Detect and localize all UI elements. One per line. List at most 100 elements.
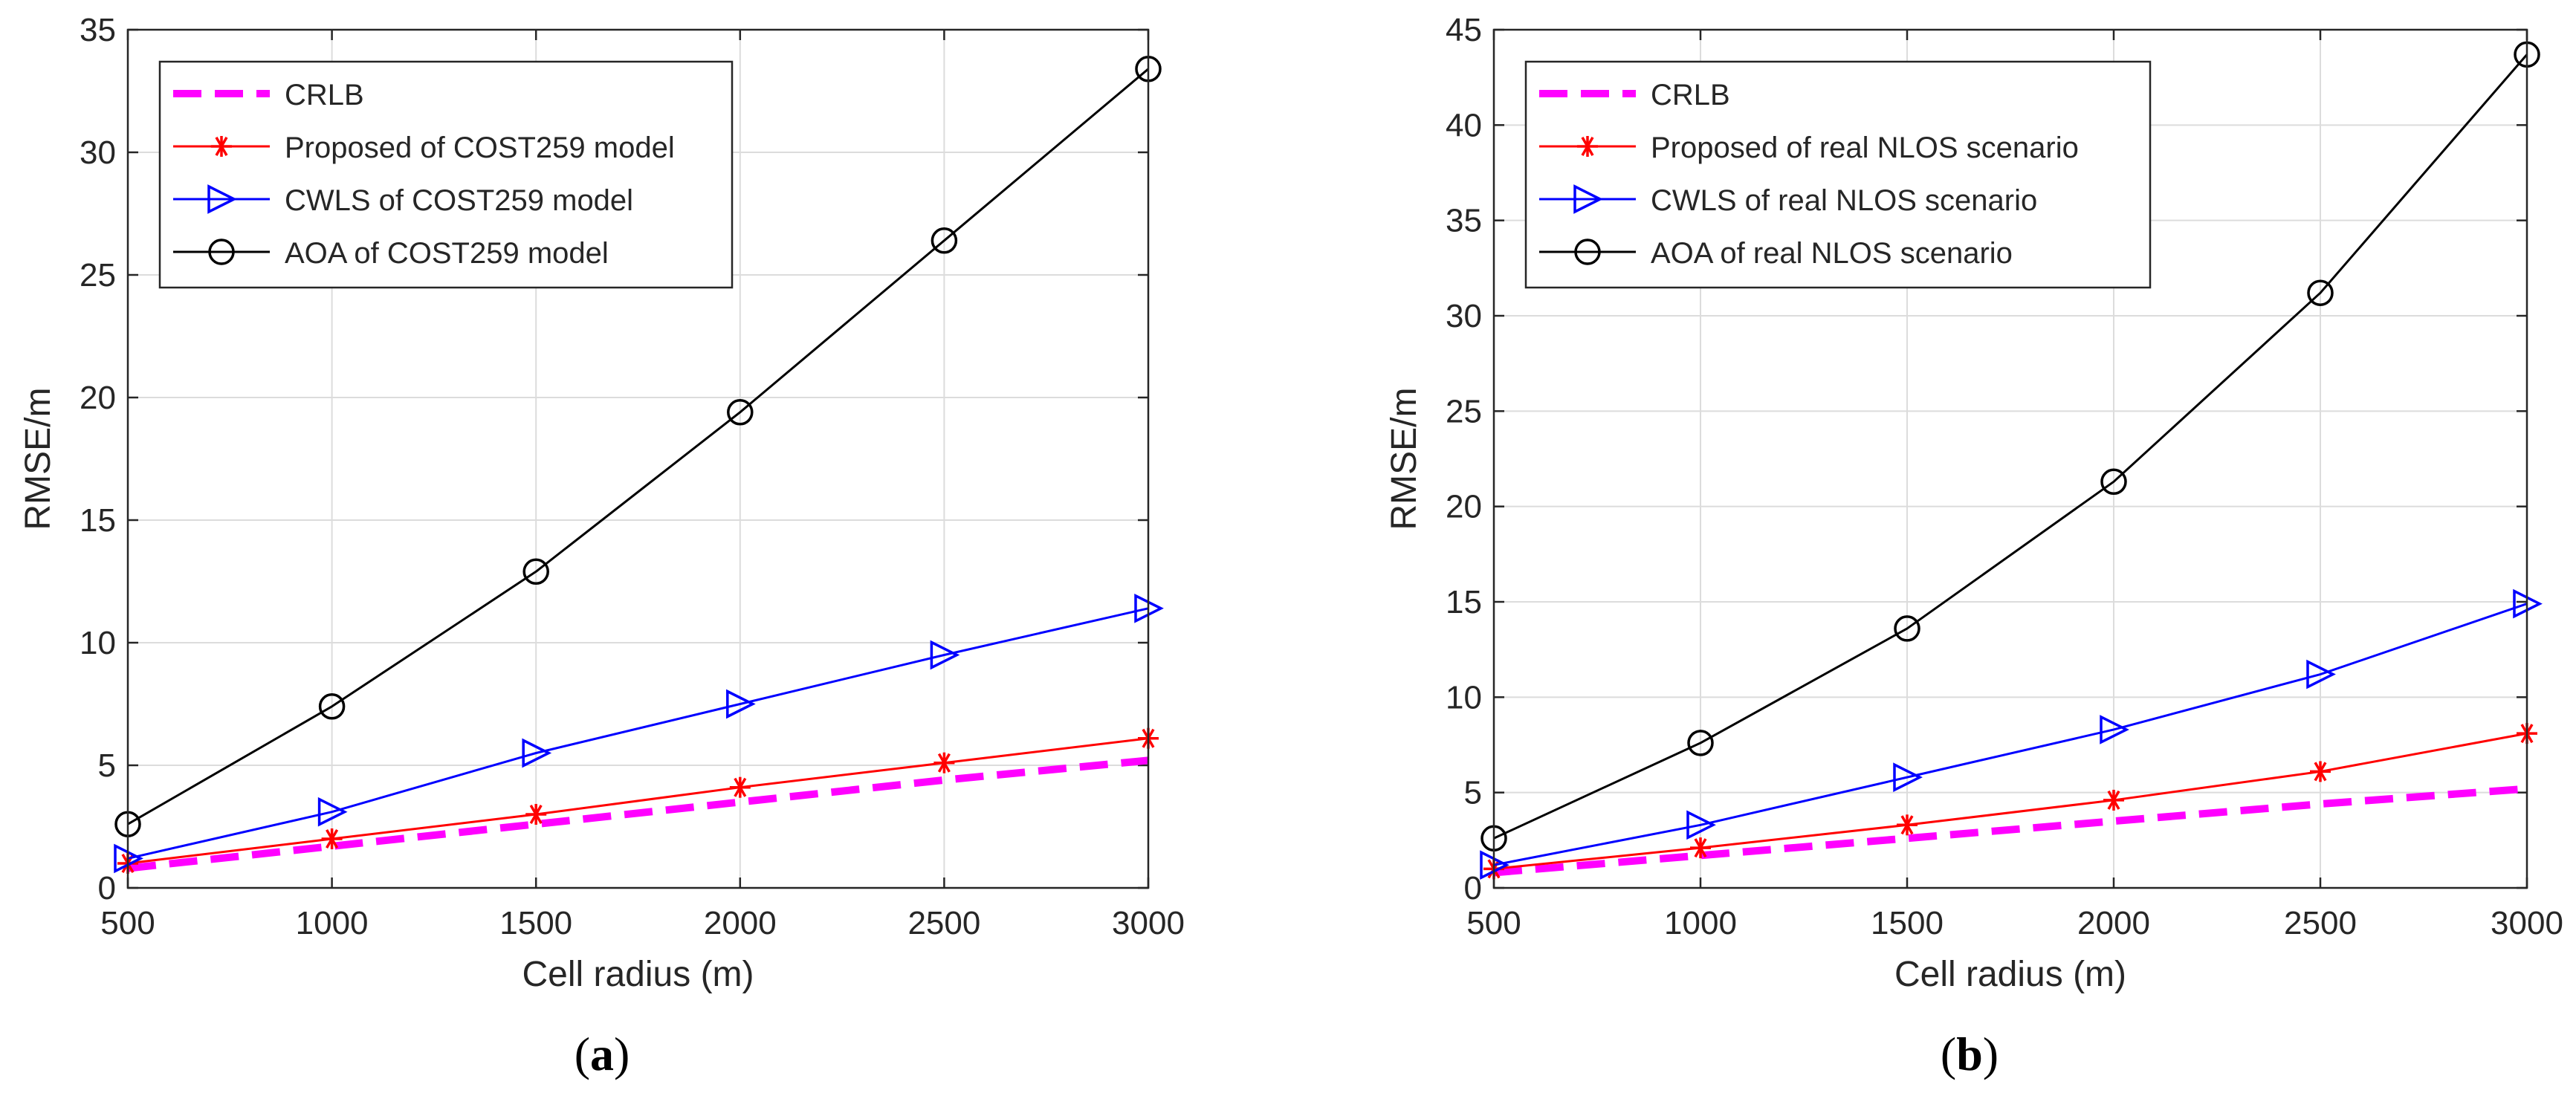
axes-box	[1492, 28, 2528, 889]
legend-label: CWLS of COST259 model	[285, 184, 633, 217]
y-tick-label: 0	[98, 870, 116, 906]
y-tick-label: 15	[80, 502, 116, 539]
legend-marker	[208, 239, 235, 265]
data-point	[1893, 762, 1923, 792]
legend-entry: CRLB	[1539, 79, 1730, 111]
legend-marker	[211, 136, 232, 157]
series-line	[127, 607, 1149, 860]
panel-label: b	[1956, 1028, 1983, 1080]
y-tick-label: 30	[80, 134, 116, 171]
data-point	[1897, 814, 1918, 836]
data-point	[1894, 615, 1920, 642]
series-group	[114, 56, 1164, 874]
legend-box	[158, 60, 734, 289]
legend-entry: AOA of real NLOS scenario	[1539, 237, 2013, 270]
y-tick-label: 25	[1446, 393, 1482, 429]
y-tick-label: 5	[98, 747, 116, 784]
data-point	[2310, 761, 2331, 782]
x-tick-label: 2000	[2077, 905, 2150, 941]
data-point	[729, 776, 751, 798]
y-axis-label: RMSE/m	[1385, 388, 1424, 531]
panel-label: a	[590, 1028, 614, 1080]
series-0	[127, 756, 1149, 872]
legend-marker	[207, 184, 237, 214]
x-axis-label: Cell radius (m)	[522, 955, 754, 994]
y-tick-label: 45	[1446, 12, 1482, 48]
legend-marker	[1574, 239, 1601, 265]
data-point	[522, 558, 549, 585]
legend-entry: Proposed of real NLOS scenario	[1539, 132, 2079, 164]
data-point	[1687, 730, 1714, 756]
y-tick-label: 10	[1446, 679, 1482, 716]
y-tick-label: 20	[80, 380, 116, 416]
data-point	[321, 828, 343, 849]
legend-marker	[1573, 184, 1603, 214]
series-line	[1493, 785, 2528, 877]
data-point	[2100, 468, 2127, 496]
series-line	[1493, 603, 2528, 866]
y-tick-label: 10	[80, 625, 116, 661]
legend-label: CRLB	[1651, 79, 1730, 111]
panel-caption: (b)	[1941, 1028, 1999, 1080]
x-tick-label: 2500	[907, 905, 980, 941]
data-point	[1686, 810, 1716, 840]
legend-label: Proposed of real NLOS scenario	[1651, 132, 2079, 164]
legend-box	[1524, 60, 2152, 289]
series-line	[127, 68, 1149, 825]
y-axis-label: RMSE/m	[19, 388, 58, 531]
data-point	[726, 689, 756, 719]
x-axis-label: Cell radius (m)	[1894, 955, 2126, 994]
data-point	[2103, 789, 2124, 811]
y-tick-label: 0	[1464, 870, 1482, 906]
y-tick-label: 25	[80, 257, 116, 293]
data-point	[522, 738, 552, 768]
x-tick-label: 2000	[704, 905, 777, 941]
chart-panel-a: 500 1000 1500 2000 2500 3000 0 5 10 15 20 25 30 35 Cel…	[19, 12, 1185, 1080]
data-point	[2306, 659, 2336, 690]
data-point	[933, 752, 955, 773]
y-tick-label: 40	[1446, 107, 1482, 143]
ticks: 500 1000 1500 2000 2500 3000 0 5 10 15 20 25 30 35 40 4…	[1446, 12, 2563, 941]
chart-panel-b: 500 1000 1500 2000 2500 3000 0 5 10 15 20 25 30 35 40 4…	[1385, 12, 2563, 1080]
legend-entry: CWLS of COST259 model	[173, 184, 633, 217]
data-point	[525, 804, 547, 825]
x-tick-label: 1000	[1664, 905, 1737, 941]
series-line	[127, 737, 1149, 865]
data-point	[318, 693, 346, 720]
x-tick-label: 1500	[499, 905, 572, 941]
x-tick-label: 3000	[2491, 905, 2563, 941]
legend-entry: Proposed of COST259 model	[173, 132, 675, 164]
legend-label: CWLS of real NLOS scenario	[1651, 184, 2037, 217]
legend-marker	[1577, 136, 1598, 157]
x-tick-label: 500	[1466, 905, 1521, 941]
x-tick-label: 1000	[296, 905, 369, 941]
grid	[1494, 30, 2527, 888]
legend-entry: CRLB	[173, 79, 364, 111]
y-tick-label: 20	[1446, 489, 1482, 525]
y-tick-label: 30	[1446, 298, 1482, 334]
y-tick-label: 5	[1464, 775, 1482, 811]
x-tick-label: 3000	[1112, 905, 1185, 941]
legend-entry: AOA of COST259 model	[173, 237, 609, 270]
series-line	[1493, 53, 2528, 840]
data-point	[2100, 715, 2129, 744]
data-point	[317, 797, 348, 827]
legend-label: Proposed of COST259 model	[285, 132, 675, 164]
series-3	[114, 56, 1162, 837]
y-tick-label: 35	[80, 12, 116, 48]
data-point	[727, 399, 754, 426]
legend: CRLB Proposed of real NLOS scenario CWLS o…	[1524, 60, 2152, 289]
legend-label: AOA of real NLOS scenario	[1651, 237, 2013, 270]
legend-label: AOA of COST259 model	[285, 237, 609, 270]
y-tick-label: 15	[1446, 584, 1482, 620]
y-tick-label: 35	[1446, 203, 1482, 239]
series-0	[1493, 785, 2528, 877]
legend: CRLB Proposed of COST259 model CWLS of COS…	[158, 60, 734, 289]
series-line	[127, 756, 1149, 872]
x-tick-label: 500	[100, 905, 155, 941]
legend-entry: CWLS of real NLOS scenario	[1539, 184, 2037, 217]
data-point	[931, 227, 958, 254]
panel-caption: (a)	[575, 1028, 630, 1080]
x-tick-label: 2500	[2284, 905, 2357, 941]
